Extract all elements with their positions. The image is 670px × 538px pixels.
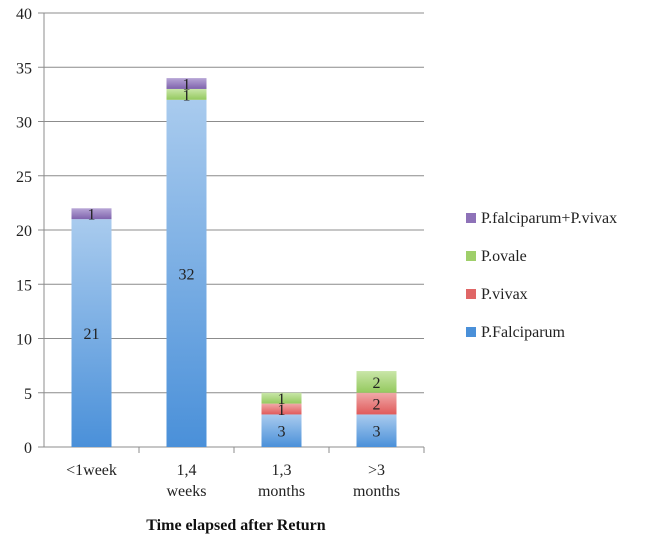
data-label: 1 (278, 391, 286, 408)
legend-label: P.vivax (481, 286, 528, 303)
data-label: 3 (278, 424, 286, 441)
y-tick-label: 5 (24, 386, 32, 403)
x-tick-label: >3 months (353, 462, 400, 500)
x-tick-label: 1,3 months (258, 462, 305, 500)
data-label: 21 (84, 326, 100, 343)
data-label: 3 (373, 424, 381, 441)
x-tick-label: 1,4 weeks (167, 462, 207, 500)
data-label: 1 (88, 207, 96, 224)
y-tick-label: 15 (16, 277, 32, 294)
data-label: 1 (183, 77, 191, 94)
legend-label: P.ovale (481, 248, 527, 265)
y-tick-label: 20 (16, 223, 32, 240)
y-tick-label: 40 (16, 6, 32, 23)
data-label: 2 (373, 397, 381, 414)
y-tick-label: 35 (16, 60, 32, 77)
legend-swatch (466, 327, 476, 337)
legend-swatch (466, 213, 476, 223)
y-tick-label: 10 (16, 332, 32, 349)
y-tick-label: 30 (16, 115, 32, 132)
legend-swatch (466, 289, 476, 299)
legend-label: P.falciparum+P.vivax (481, 210, 617, 227)
legend-swatch (466, 251, 476, 261)
data-label: 32 (179, 266, 195, 283)
y-tick-label: 25 (16, 169, 32, 186)
legend: P.falciparum+P.vivax P.ovale P.vivax P.Falc… (466, 210, 617, 341)
y-tick-label: 0 (24, 440, 32, 457)
x-axis-title: Time elapsed after Return (146, 517, 325, 534)
bars (72, 78, 397, 447)
legend-label: P.Falciparum (481, 324, 566, 341)
x-tick-label: <1week (66, 462, 117, 479)
data-label: 2 (373, 375, 381, 392)
